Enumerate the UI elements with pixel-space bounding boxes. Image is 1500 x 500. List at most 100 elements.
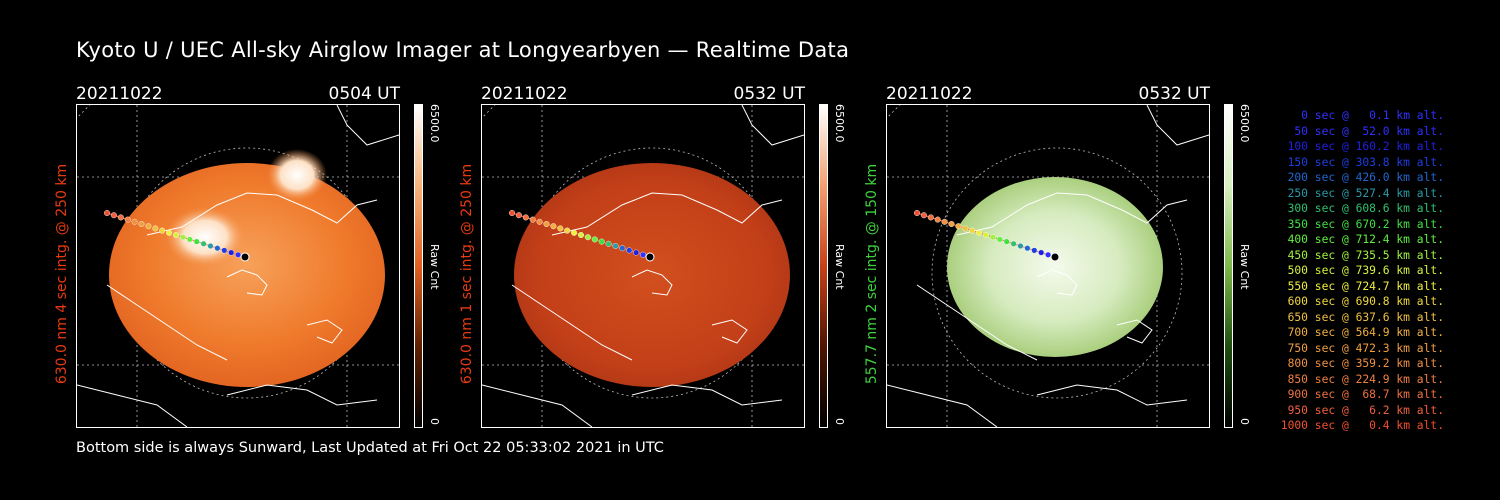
trajectory-point bbox=[619, 245, 626, 252]
panel-date: 20211022 bbox=[76, 84, 163, 104]
trajectory-point bbox=[564, 227, 571, 234]
trajectory-point bbox=[166, 229, 173, 236]
airglow-image bbox=[514, 163, 790, 387]
legend-row: 1000 sec @ 0.4 km alt. bbox=[1280, 419, 1444, 432]
trajectory-point bbox=[962, 225, 969, 232]
trajectory-point bbox=[982, 231, 989, 238]
trajectory-point bbox=[1024, 245, 1031, 252]
legend-row: 50 sec @ 52.0 km alt. bbox=[1294, 124, 1444, 138]
allsky-map bbox=[481, 104, 805, 428]
legend-row: 900 sec @ 68.7 km alt. bbox=[1287, 388, 1444, 401]
trajectory-point bbox=[633, 249, 640, 256]
trajectory-point bbox=[221, 247, 228, 254]
trajectory-point bbox=[159, 227, 166, 234]
trajectory-point bbox=[509, 209, 516, 216]
panel-y-label: 630.0 nm 4 sec intg. @ 250 km bbox=[54, 163, 70, 385]
legend-row: 350 sec @ 670.2 km alt. bbox=[1287, 217, 1444, 231]
footer-note: Bottom side is always Sunward, Last Upda… bbox=[76, 440, 664, 456]
legend-row: 400 sec @ 712.4 km alt. bbox=[1287, 233, 1444, 246]
trajectory-point bbox=[920, 212, 927, 219]
trajectory-point bbox=[591, 236, 598, 243]
trajectory-point bbox=[598, 238, 605, 245]
trajectory-point bbox=[104, 209, 111, 216]
panel-time: 0532 UT bbox=[733, 84, 806, 104]
trajectory-point bbox=[976, 229, 983, 236]
trajectory-point bbox=[996, 236, 1003, 243]
allsky-panel-2: 20211022 0532 UT bbox=[459, 84, 821, 430]
colorbar-min-label: 0 bbox=[1238, 418, 1251, 425]
trajectory-point bbox=[186, 236, 193, 243]
panel-time: 0504 UT bbox=[328, 84, 401, 104]
trajectory-point bbox=[228, 249, 235, 256]
trajectory-point bbox=[1045, 251, 1052, 258]
trajectory-point bbox=[529, 216, 536, 223]
trajectory-point bbox=[1017, 242, 1024, 249]
trajectory-point bbox=[550, 223, 557, 230]
panel-y-label: 630.0 nm 1 sec intg. @ 250 km bbox=[459, 163, 475, 385]
trajectory-point bbox=[969, 227, 976, 234]
trajectory-point bbox=[557, 225, 564, 232]
bright-aurora-patch bbox=[267, 149, 327, 201]
colorbar-min-label: 0 bbox=[833, 418, 846, 425]
trajectory-point bbox=[626, 247, 633, 254]
trajectory-point bbox=[955, 223, 962, 230]
trajectory-track bbox=[509, 209, 655, 262]
trajectory-point bbox=[522, 214, 529, 221]
legend-row: 700 sec @ 564.9 km alt. bbox=[1287, 326, 1444, 339]
trajectory-point bbox=[152, 225, 159, 232]
trajectory-point bbox=[914, 209, 921, 216]
trajectory-point bbox=[124, 216, 131, 223]
trajectory-point bbox=[200, 240, 207, 247]
trajectory-point bbox=[927, 214, 934, 221]
trajectory-point bbox=[941, 218, 948, 225]
legend-row: 200 sec @ 426.0 km alt. bbox=[1287, 171, 1444, 184]
trajectory-endpoint bbox=[645, 252, 655, 262]
trajectory-point bbox=[117, 214, 124, 221]
trajectory-track bbox=[914, 209, 1060, 262]
trajectory-point bbox=[1010, 240, 1017, 247]
trajectory-point bbox=[172, 231, 179, 238]
colorbar-1 bbox=[414, 104, 423, 428]
coastlines bbox=[887, 105, 1209, 427]
allsky-map bbox=[76, 104, 400, 428]
colorbar-max-label: 6500.0 bbox=[833, 104, 846, 143]
trajectory-point bbox=[1038, 249, 1045, 256]
colorbar-min-label: 0 bbox=[428, 418, 441, 425]
colorbar-unit-label: Raw Cnt bbox=[833, 244, 846, 290]
trajectory-endpoint bbox=[1050, 252, 1060, 262]
legend-row: 850 sec @ 224.9 km alt. bbox=[1287, 372, 1444, 386]
trajectory-point bbox=[110, 212, 117, 219]
legend-row: 500 sec @ 739.6 km alt. bbox=[1287, 264, 1444, 277]
airglow-image bbox=[109, 163, 385, 387]
trajectory-point bbox=[235, 251, 242, 258]
trajectory-point bbox=[948, 220, 955, 227]
allsky-panel-3: 20211022 0532 UT bbox=[864, 84, 1226, 430]
colorbar-2 bbox=[819, 104, 828, 428]
colorbar-unit-label: Raw Cnt bbox=[428, 244, 441, 290]
legend-row: 750 sec @ 472.3 km alt. bbox=[1287, 341, 1444, 355]
trajectory-point bbox=[536, 218, 543, 225]
trajectory-track bbox=[104, 209, 250, 262]
panel-time: 0532 UT bbox=[1138, 84, 1211, 104]
trajectory-point bbox=[934, 216, 941, 223]
allsky-panel-1: 20211022 0504 UT bbox=[54, 84, 416, 430]
legend-row: 650 sec @ 637.6 km alt. bbox=[1287, 310, 1444, 324]
legend-row: 150 sec @ 303.8 km alt. bbox=[1287, 155, 1444, 169]
trajectory-point bbox=[207, 242, 214, 249]
legend-row: 950 sec @ 6.2 km alt. bbox=[1287, 403, 1444, 417]
trajectory-point bbox=[543, 220, 550, 227]
trajectory-point bbox=[584, 234, 591, 241]
legend-row: 550 sec @ 724.7 km alt. bbox=[1287, 279, 1444, 293]
trajectory-point bbox=[179, 234, 186, 241]
legend-row: 300 sec @ 608.6 km alt. bbox=[1287, 202, 1444, 215]
trajectory-point bbox=[612, 242, 619, 249]
legend-row: 100 sec @ 160.2 km alt. bbox=[1287, 140, 1444, 153]
allsky-map bbox=[886, 104, 1210, 428]
panel-date: 20211022 bbox=[886, 84, 973, 104]
colorbar-max-label: 6500.0 bbox=[428, 104, 441, 143]
colorbar-max-label: 6500.0 bbox=[1238, 104, 1251, 143]
trajectory-point bbox=[577, 231, 584, 238]
page-title: Kyoto U / UEC All-sky Airglow Imager at … bbox=[76, 38, 850, 62]
trajectory-point bbox=[131, 218, 138, 225]
airglow-image bbox=[947, 177, 1163, 357]
